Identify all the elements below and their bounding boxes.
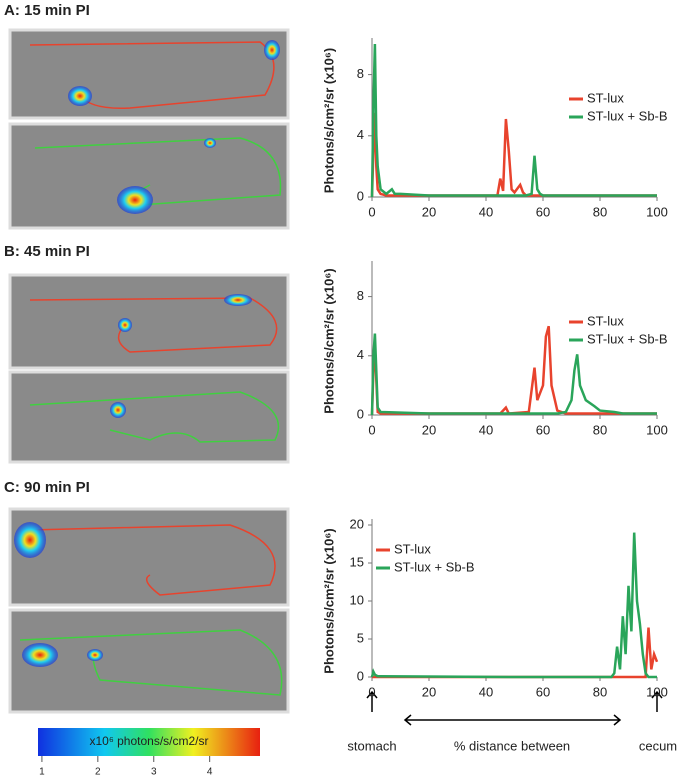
annotation: stomach [347,738,396,753]
images [8,28,290,714]
x-tick-label: 0 [368,684,375,699]
y-tick-label: 8 [357,288,364,303]
panel-label: C: 90 min PI [4,479,90,496]
y-tick-label: 4 [357,347,364,362]
x-tick-label: 40 [479,684,493,699]
y-tick-label: 0 [357,188,364,203]
colorbar-tick-label: 3 [151,767,157,778]
y-tick-label: 15 [350,554,364,569]
x-tick-label: 20 [422,684,436,699]
y-tick-label: 5 [357,630,364,645]
x-tick-label: 60 [536,684,550,699]
x-tick-label: 20 [422,422,436,437]
colorbar-tick-label: 4 [207,767,213,778]
x-tick-label: 80 [593,422,607,437]
bottom-arrows [366,690,663,726]
legend-label: ST-lux + Sb-B [587,331,668,346]
x-tick-label: 40 [479,204,493,219]
y-tick-label: 0 [357,668,364,683]
y-tick-label: 20 [350,516,364,531]
legend-label: ST-lux + Sb-B [394,559,475,574]
series-line [370,112,657,198]
series-line [370,43,657,198]
x-tick-label: 60 [536,204,550,219]
x-tick-label: 0 [368,204,375,219]
x-tick-label: 80 [593,684,607,699]
colorbar-tick-label: 2 [95,767,101,778]
x-tick-label: 100 [646,422,668,437]
x-tick-label: 80 [593,204,607,219]
x-tick-label: 20 [422,204,436,219]
panel-label: A: 15 min PI [4,2,90,19]
colorbar-tick-label: 1 [39,767,45,778]
y-tick-label: 0 [357,406,364,421]
legend-label: ST-lux [394,541,431,556]
x-tick-label: 0 [368,422,375,437]
x-tick-label: 60 [536,422,550,437]
y-tick-label: 10 [350,592,364,607]
series-line [370,333,657,416]
colorbar [38,728,260,756]
y-axis-label: Photons/s/cm²/sr (x10⁶) [321,528,336,673]
legend-label: ST-lux [587,90,624,105]
y-tick-label: 4 [357,127,364,142]
colorbar-label: x10⁶ photons/s/cm2/sr [90,734,209,748]
x-tick-label: 100 [646,684,668,699]
annotation: % distance between [454,738,570,753]
y-tick-label: 8 [357,66,364,81]
series-line [370,532,657,679]
panel-label: B: 45 min PI [4,243,90,260]
x-tick-label: 100 [646,204,668,219]
legend-label: ST-lux [587,313,624,328]
y-axis-label: Photons/s/cm²/sr (x10⁶) [321,268,336,413]
legend-label: ST-lux + Sb-B [587,108,668,123]
x-tick-label: 40 [479,422,493,437]
annotation: cecum [639,738,677,753]
y-axis-label: Photons/s/cm²/sr (x10⁶) [321,48,336,193]
